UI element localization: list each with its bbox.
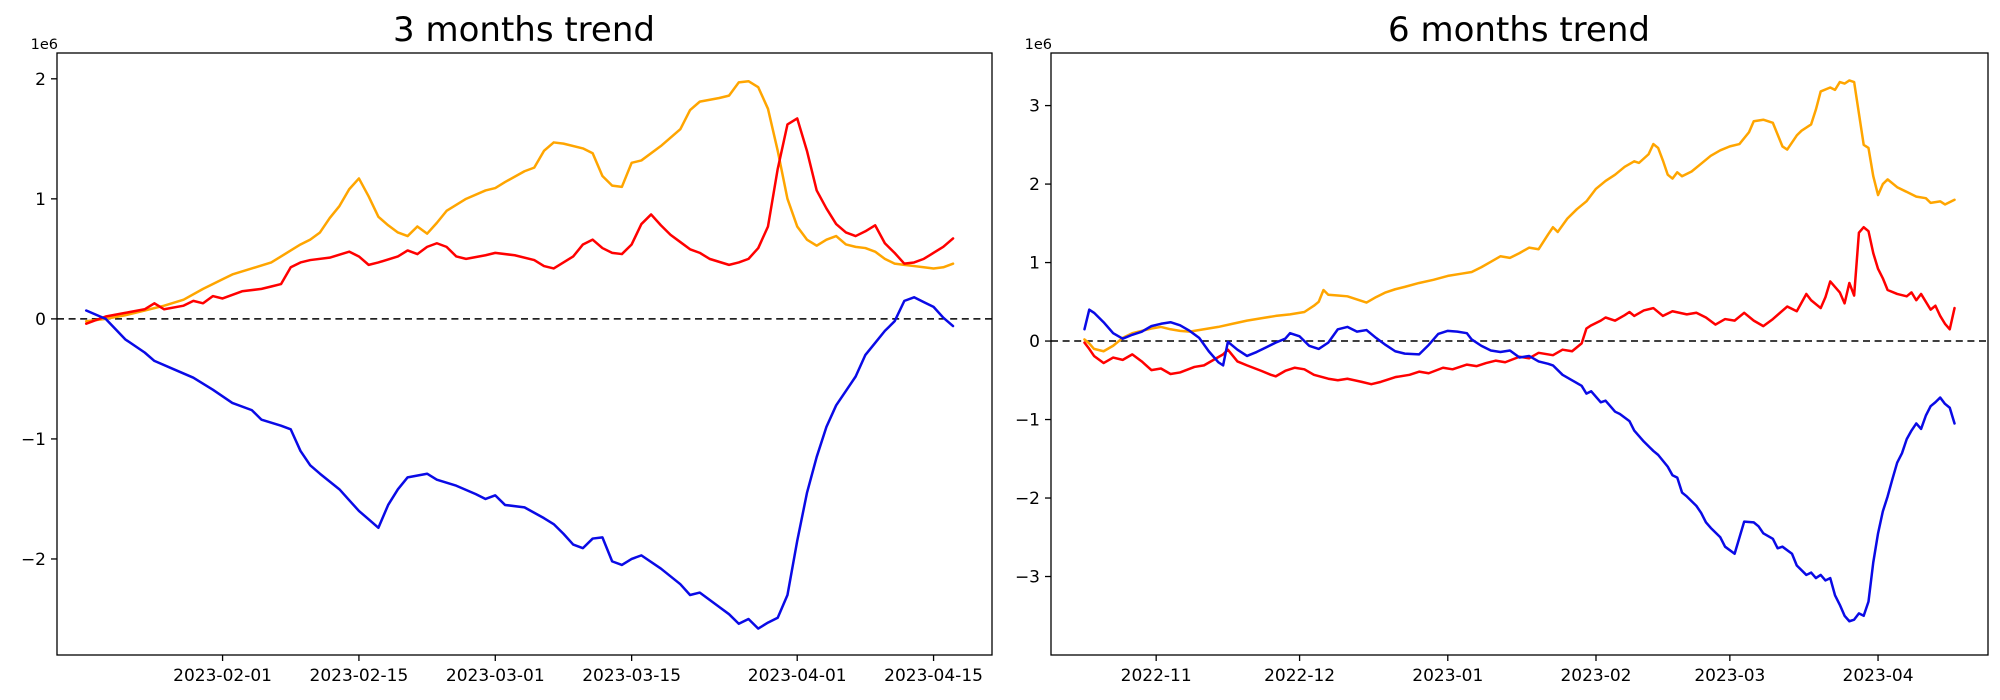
y-tick-label: −3 (1015, 568, 1040, 588)
x-tick-label: 2023-03 (1694, 666, 1765, 686)
x-tick-label: 2023-03-01 (446, 666, 545, 686)
x-tick-label: 2023-04-15 (884, 666, 983, 686)
x-tick-label: 2023-02-01 (173, 666, 272, 686)
y-tick-label: 1 (1029, 254, 1040, 274)
blue-series-line (84, 296, 955, 630)
y-tick-label: −1 (1015, 411, 1040, 431)
chart-title-6-months: 6 months trend (1388, 10, 1650, 50)
y-tick-label: 0 (1029, 332, 1040, 352)
x-tick-label: 2022-12 (1264, 666, 1335, 686)
six-months-trend-chart: 2022-11 2022-12 2023-01 2023-02 2023-03 2023-… (1015, 52, 1989, 686)
x-tick-label: 2023-02 (1560, 666, 1631, 686)
x-tick-label: 2023-01 (1412, 666, 1483, 686)
orange-series-line (1083, 79, 1956, 353)
y-axis-offset-label-left: 1e6 (31, 37, 58, 53)
y-tick-label: −2 (1015, 489, 1040, 509)
blue-series-line (1083, 308, 1956, 623)
x-tick-label: 2022-11 (1121, 666, 1192, 686)
y-tick-label: 2 (1029, 175, 1040, 195)
y-tick-label: −2 (21, 550, 46, 570)
y-tick-label: 3 (1029, 97, 1040, 117)
y-axis-offset-label-right: 1e6 (1025, 37, 1052, 53)
chart-title-3-months: 3 months trend (393, 10, 655, 50)
three-months-trend-chart: 2023-02-01 2023-02-15 2023-03-01 2023-03-15… (21, 52, 993, 686)
red-series-line (84, 117, 955, 325)
red-series-line (1083, 225, 1956, 386)
plot-frame (56, 52, 993, 656)
y-tick-label: 0 (35, 310, 46, 330)
x-tick-label: 2023-04-01 (748, 666, 847, 686)
orange-series-line (84, 79, 955, 323)
y-tick-label: 1 (35, 190, 46, 210)
x-tick-label: 2023-03-15 (582, 666, 681, 686)
y-tick-label: −1 (21, 430, 46, 450)
x-tick-label: 2023-02-15 (310, 666, 409, 686)
x-tick-label: 2023-04 (1843, 666, 1914, 686)
plot-frame (1050, 52, 1989, 656)
y-tick-label: 2 (35, 70, 46, 90)
